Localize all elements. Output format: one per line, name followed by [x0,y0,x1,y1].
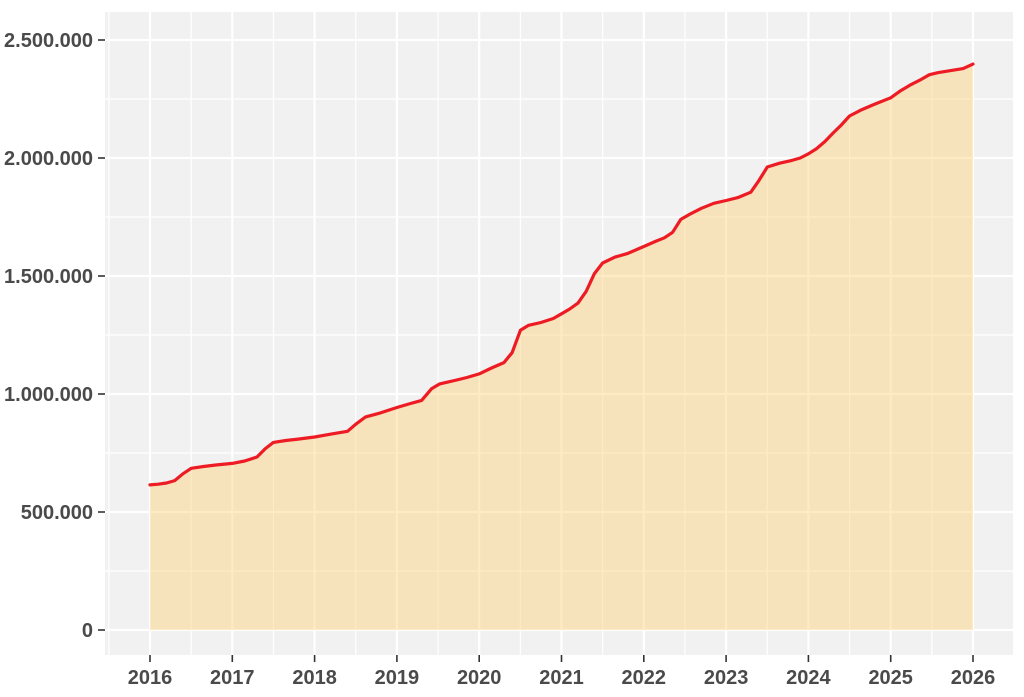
x-axis-tick-label: 2019 [375,667,420,689]
x-axis-tick-label: 2020 [457,667,502,689]
x-axis-tick-label: 2026 [951,667,996,689]
y-axis-tick-label: 1.500.000 [4,266,93,288]
major-gridlines [105,12,1013,655]
axis-tick-marks [98,39,974,662]
y-axis-tick-label: 1.000.000 [4,384,93,406]
x-axis-tick-label: 2021 [539,667,584,689]
x-axis-tick-label: 2025 [868,667,913,689]
y-axis-tick-label: 2.500.000 [4,30,93,52]
y-axis-tick-label: 500.000 [21,502,93,524]
x-axis-labels: 2016 2017 2018 2019 2020 2021 2022 2023 2024 2025… [128,667,996,689]
x-axis-tick-label: 2022 [622,667,667,689]
x-axis-tick-label: 2024 [786,667,831,689]
y-axis-tick-label: 2.000.000 [4,148,93,170]
series-line [148,62,975,487]
series-area-fill [150,64,973,631]
plot-panel [105,12,1013,655]
y-axis-tick-label: 0 [82,620,93,642]
x-axis-tick-label: 2017 [210,667,255,689]
y-axis-labels: 0 500.000 1.000.000 1.500.000 2.000.000 2.500… [4,30,93,642]
x-axis-tick-label: 2016 [128,667,173,689]
x-axis-tick-label: 2018 [292,667,337,689]
x-axis-tick-label: 2023 [704,667,749,689]
